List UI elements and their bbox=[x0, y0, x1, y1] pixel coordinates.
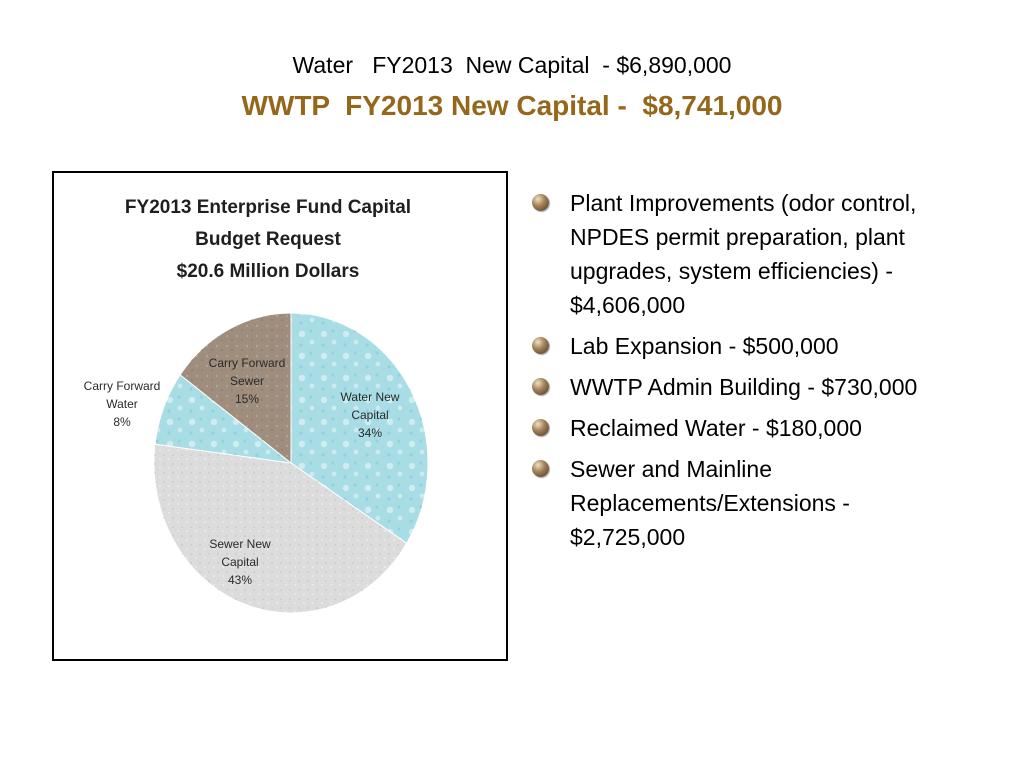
bullet-icon bbox=[532, 194, 549, 211]
pie-slice-label: Capital bbox=[351, 408, 388, 422]
pie-chart: FY2013 Enterprise Fund Capital Budget Req… bbox=[84, 197, 429, 614]
pie-slice-texture bbox=[180, 313, 291, 463]
chart-title-line: $20.6 Million Dollars bbox=[177, 261, 360, 282]
pie-slices bbox=[153, 312, 429, 614]
bullet-icon bbox=[532, 337, 549, 354]
chart-title-line: FY2013 Enterprise Fund Capital bbox=[125, 197, 411, 218]
bullet-text: Plant Improvements (odor control, NPDES … bbox=[570, 190, 917, 318]
pie-slice-label: 34% bbox=[358, 426, 382, 440]
list-item: Plant Improvements (odor control, NPDES … bbox=[530, 186, 950, 322]
capital-items-list: Plant Improvements (odor control, NPDES … bbox=[530, 186, 950, 561]
bullet-icon bbox=[532, 460, 549, 477]
slice-sewer-new bbox=[153, 443, 408, 614]
pie-slice-texture bbox=[291, 313, 428, 544]
list-item: WWTP Admin Building - $730,000 bbox=[530, 370, 950, 404]
bullet-icon bbox=[532, 419, 549, 436]
pie-slice-label: Sewer New bbox=[209, 537, 271, 551]
list-item: Sewer and Mainline Replacements/Extensio… bbox=[530, 452, 950, 554]
pie-slice-label: Water New bbox=[341, 390, 400, 404]
pie-slice-texture bbox=[155, 374, 291, 463]
pie-slice-label: 15% bbox=[235, 392, 259, 406]
pie-slice-label: Carry Forward bbox=[209, 356, 286, 370]
slice-water-new bbox=[290, 312, 429, 545]
pie-slice-texture bbox=[154, 444, 407, 613]
pie-slice-label: Water bbox=[106, 397, 138, 411]
bullet-icon bbox=[532, 378, 549, 395]
pie-slice-label: 43% bbox=[228, 573, 252, 587]
slice-carry-forward-sewer bbox=[179, 312, 292, 465]
pie-labels: Water New Capital 34% Sewer New Capital 43% Ca… bbox=[84, 356, 400, 587]
pie-slice-label: Capital bbox=[221, 555, 258, 569]
pie-slice-label: Sewer bbox=[230, 374, 264, 388]
list-item: Reclaimed Water - $180,000 bbox=[530, 411, 950, 445]
title-wwtp: WWTP FY2013 New Capital - $8,741,000 bbox=[241, 90, 783, 121]
bullet-text: Reclaimed Water - $180,000 bbox=[570, 415, 862, 441]
title-water: Water FY2013 New Capital - $6,890,000 bbox=[292, 52, 732, 78]
bullet-text: WWTP Admin Building - $730,000 bbox=[570, 374, 918, 400]
bullet-text: Sewer and Mainline Replacements/Extensio… bbox=[570, 456, 850, 550]
chart-title: FY2013 Enterprise Fund Capital Budget Req… bbox=[125, 197, 411, 282]
pie-chart-panel: FY2013 Enterprise Fund Capital Budget Req… bbox=[52, 171, 508, 661]
bullet-text: Lab Expansion - $500,000 bbox=[570, 333, 839, 359]
chart-title-line: Budget Request bbox=[195, 229, 341, 250]
pie-slice-label: Carry Forward bbox=[84, 379, 161, 393]
list-item: Lab Expansion - $500,000 bbox=[530, 329, 950, 363]
pie-slice-label: 8% bbox=[113, 415, 131, 429]
